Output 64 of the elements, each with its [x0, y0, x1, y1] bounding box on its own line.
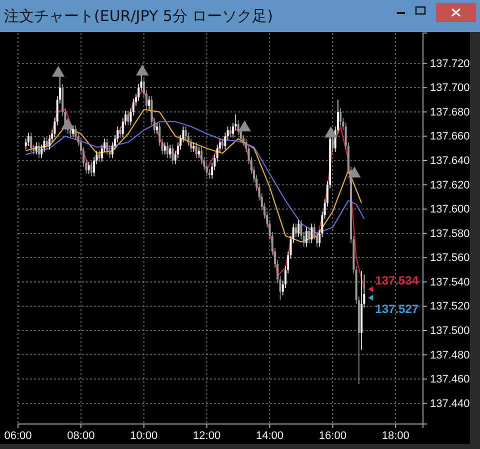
candlestick	[310, 223, 313, 244]
candlestick	[72, 124, 74, 138]
candlestick	[38, 142, 40, 158]
y-tick-label: 137.480	[430, 349, 470, 362]
candlestick	[198, 146, 200, 158]
y-tick-label: 137.460	[430, 374, 470, 386]
y-tick-label: 137.700	[430, 82, 470, 94]
candlestick	[46, 137, 48, 150]
candlestick	[332, 134, 334, 152]
annotation: 137.534	[375, 273, 419, 288]
candlestick	[127, 110, 130, 126]
point	[324, 126, 338, 138]
point	[348, 166, 361, 178]
candlestick	[192, 142, 195, 152]
y-tick-label: 137.440	[430, 398, 470, 410]
point	[61, 118, 74, 129]
x-tick-label: 10:00	[130, 430, 158, 442]
y-tick-label: 137.540	[430, 276, 470, 288]
candlestick	[119, 126, 122, 138]
candlestick	[148, 96, 150, 110]
y-tick-label: 137.520	[430, 300, 470, 313]
candlestick	[90, 161, 92, 177]
y-tick-label: 137.680	[430, 106, 470, 118]
candlestick	[308, 226, 310, 244]
candlestick	[222, 138, 224, 150]
candlestick	[305, 226, 308, 248]
x-tick-label: 16:00	[318, 430, 346, 442]
x-tick-label: 06:00	[4, 430, 32, 442]
y-tick-label: 137.620	[430, 179, 470, 192]
candlestick	[27, 132, 30, 146]
candlestick	[30, 132, 32, 152]
candlestick	[166, 142, 168, 158]
candlestick	[237, 120, 240, 136]
candlestick	[106, 138, 108, 155]
candlestick	[340, 108, 342, 126]
candlestick	[164, 142, 166, 155]
candlestick	[195, 142, 198, 158]
point	[238, 120, 251, 132]
candlestick	[169, 144, 172, 158]
candlestick	[294, 223, 297, 238]
candlestick	[172, 144, 174, 165]
candlestick	[88, 161, 90, 174]
candlestick	[98, 150, 100, 162]
candlestick	[35, 142, 38, 155]
y-tick-label: 137.500	[430, 325, 470, 338]
x-tick-label: 12:00	[193, 430, 221, 442]
candlestick	[69, 126, 72, 138]
candlestick	[229, 126, 232, 138]
x-tick-label: 18:00	[382, 430, 410, 442]
annotation: 137.527	[375, 302, 419, 316]
y-tick-label: 137.640	[430, 155, 470, 168]
line-series	[25, 108, 362, 242]
candlestick	[298, 220, 300, 238]
x-tick-label: 14:00	[256, 430, 284, 442]
point	[52, 66, 65, 77]
point	[136, 64, 149, 76]
y-tick-label: 137.660	[430, 130, 470, 143]
chart-title: 注文チャート(EUR/JPY 5分 ローソク足)	[4, 7, 274, 25]
y-tick-label: 137.580	[430, 228, 470, 240]
y-tick-label: 137.720	[430, 58, 470, 70]
candlestick	[156, 122, 158, 134]
x-tick-label: 08:00	[67, 430, 95, 442]
y-tick-label: 137.560	[430, 252, 470, 264]
y-tick-label: 137.600	[430, 204, 470, 216]
